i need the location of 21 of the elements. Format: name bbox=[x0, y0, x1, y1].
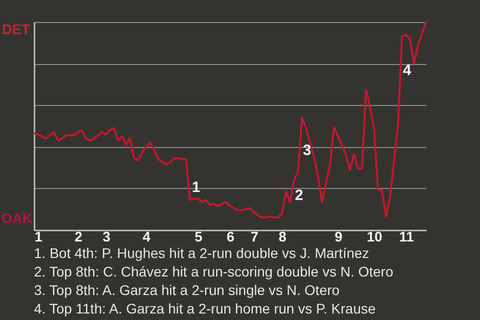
annotation: 3 bbox=[302, 142, 312, 159]
x-tick-label: 2 bbox=[74, 228, 83, 244]
annotation: 1 bbox=[192, 179, 200, 196]
x-tick-label: 1 bbox=[34, 228, 43, 244]
text: 1. Bot 4th: P. Hughes hit a 2-run double vs J. Martínez bbox=[34, 245, 370, 261]
annotation: 2 bbox=[294, 187, 304, 204]
x-tick-label: 4 bbox=[142, 228, 151, 244]
text: 2. Top 8th: C. Chávez hit a run-scoring double vs N. Otero bbox=[34, 264, 394, 280]
text: 3. Top 8th: A. Garza hit a 2-run single vs N. Otero bbox=[34, 282, 340, 298]
x-tick-label: 3 bbox=[102, 228, 111, 244]
x-tick-label: 11 bbox=[399, 228, 414, 244]
x-tick-label: 5 bbox=[194, 228, 203, 244]
annotation: 4 bbox=[402, 62, 412, 79]
x-tick-label: 8 bbox=[278, 228, 287, 244]
text: DET bbox=[2, 21, 30, 37]
x-tick-label: 6 bbox=[226, 228, 235, 244]
text: 4. Top 11th: A. Garza hit a 2-run home run vs P. Krause bbox=[34, 300, 376, 316]
x-tick-label: 10 bbox=[366, 228, 382, 244]
x-tick-label: 7 bbox=[250, 228, 259, 244]
text: OAK bbox=[1, 210, 33, 226]
x-tick-label: 9 bbox=[334, 228, 343, 244]
